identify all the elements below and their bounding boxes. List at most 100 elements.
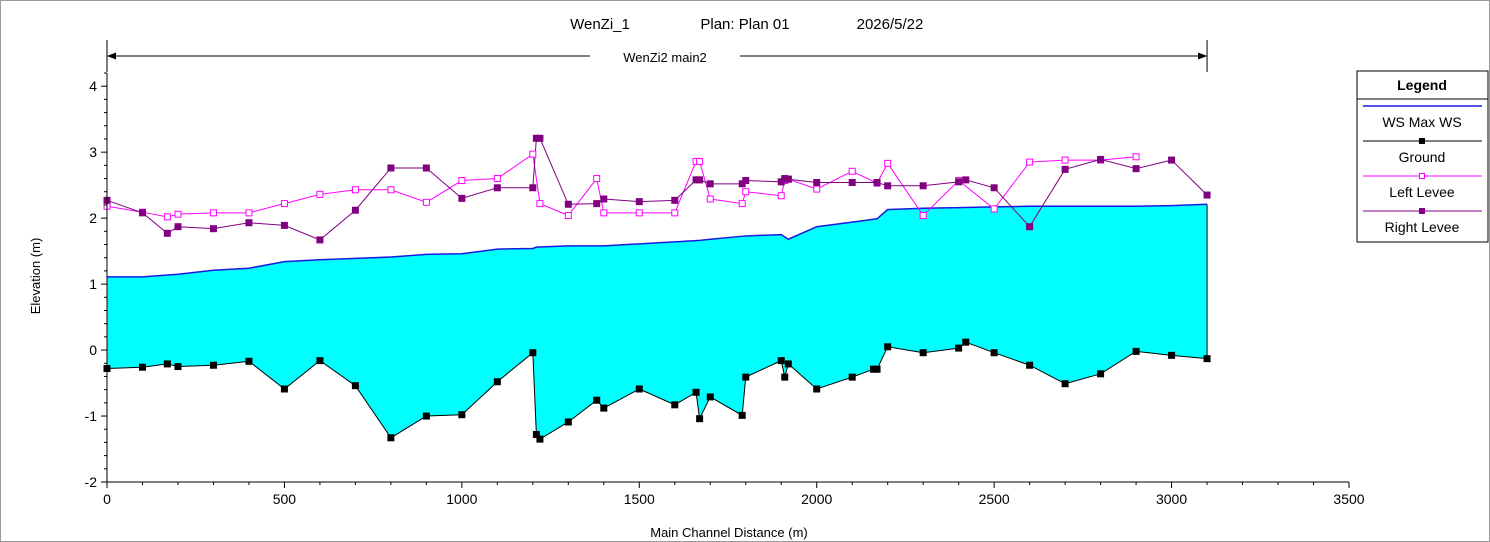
right-levee-point <box>990 184 998 192</box>
ground-point <box>738 411 746 419</box>
ground-point <box>955 344 963 352</box>
right-levee-point <box>245 219 253 227</box>
y-axis-label: Elevation (m) <box>28 238 43 315</box>
legend-entry-right-levee: Right Levee <box>1385 219 1460 235</box>
water-surface-fill <box>107 204 1208 440</box>
left-levee-point <box>635 209 643 217</box>
axes: -2 -1 0 1 2 3 4 0 500 1000 1500 2000 2500 3000 3500 <box>85 72 1365 507</box>
reach-label: WenZi2 main2 <box>623 50 707 65</box>
ws-max-line <box>107 203 1208 278</box>
right-levee-point <box>696 176 704 184</box>
ground-point <box>1097 370 1105 378</box>
chart-title: WenZi_1 Plan: Plan 01 2026/5/22 <box>570 16 923 33</box>
left-levee-point <box>564 211 572 219</box>
y-tick-label: 4 <box>89 78 97 94</box>
ground-point <box>209 361 217 369</box>
left-levee-point <box>245 209 253 217</box>
ground-point <box>813 385 821 393</box>
ground-point <box>848 373 856 381</box>
left-levee-point <box>529 150 537 158</box>
ground-point <box>635 385 643 393</box>
ground-point <box>493 378 501 386</box>
ground-point <box>163 360 171 368</box>
right-levee-point <box>1061 165 1069 173</box>
right-levee-point <box>781 175 789 183</box>
left-levee-point <box>536 200 544 208</box>
ground-point <box>536 435 544 443</box>
right-levee-point <box>919 182 927 190</box>
left-levee-point <box>919 211 927 219</box>
left-levee-point <box>990 205 998 213</box>
ground-point <box>962 338 970 346</box>
right-levee-point <box>1203 191 1211 199</box>
title-date: 2026/5/22 <box>857 16 924 33</box>
x-tick-label: 0 <box>103 491 111 507</box>
right-levee-point <box>1132 165 1140 173</box>
ground-point <box>706 393 714 401</box>
y-tick-label: 3 <box>89 144 97 160</box>
legend-ground-marker <box>1419 138 1425 144</box>
left-levee-point <box>1132 153 1140 161</box>
right-levee-point <box>280 221 288 229</box>
right-levee-point <box>422 164 430 172</box>
y-tick-label: 2 <box>89 210 97 226</box>
left-levee-point <box>493 175 501 183</box>
ground-point <box>245 357 253 365</box>
right-levee-point <box>955 178 963 186</box>
legend-entry-ws: WS Max WS <box>1382 114 1461 130</box>
y-tick-label: -1 <box>85 408 98 424</box>
ground-point <box>1203 355 1211 363</box>
x-tick-label: 3000 <box>1156 491 1187 507</box>
left-levee-point <box>884 159 892 167</box>
ground-point <box>174 363 182 371</box>
right-levee-point <box>600 195 608 203</box>
right-levee-point <box>962 176 970 184</box>
right-levee-point <box>163 229 171 237</box>
x-tick-label: 1500 <box>624 491 655 507</box>
x-axis-label: Main Channel Distance (m) <box>650 525 808 540</box>
ground-point <box>671 401 679 409</box>
left-levee-point <box>848 167 856 175</box>
ground-point <box>919 349 927 357</box>
left-levee-point <box>458 177 466 185</box>
left-levee-point <box>600 209 608 217</box>
left-levee-point <box>1026 158 1034 166</box>
x-tick-label: 2500 <box>979 491 1010 507</box>
ground-point <box>869 365 877 373</box>
right-levee-point <box>873 179 881 187</box>
ground-point <box>458 411 466 419</box>
right-levee-point <box>564 200 572 208</box>
x-tick-label: 3500 <box>1333 491 1364 507</box>
right-levee-point <box>351 206 359 214</box>
left-levee-point <box>706 195 714 203</box>
left-levee-point <box>738 200 746 208</box>
x-tick-label: 2000 <box>801 491 832 507</box>
right-levee-point <box>671 196 679 204</box>
left-levee-point <box>163 213 171 221</box>
ground-point <box>316 357 324 365</box>
y-tick-label: 0 <box>89 342 97 358</box>
right-levee-point <box>536 134 544 142</box>
legend-left-levee-marker <box>1419 173 1425 179</box>
ground-point <box>1026 361 1034 369</box>
right-levee-point <box>209 225 217 233</box>
ground-point <box>692 388 700 396</box>
left-levee-point <box>387 186 395 194</box>
left-levee-point <box>422 198 430 206</box>
y-tick-label: -2 <box>85 474 98 490</box>
y-tick-label: 1 <box>89 276 97 292</box>
reach-extent-indicator: WenZi2 main2 <box>106 40 1208 72</box>
reach-arrow-right <box>1198 52 1208 60</box>
right-levee-point <box>742 177 750 185</box>
ground-point <box>781 373 789 381</box>
ground-point <box>593 396 601 404</box>
right-levee-point <box>532 134 540 142</box>
legend-entry-left-levee: Left Levee <box>1389 184 1455 200</box>
left-levee-point <box>174 210 182 218</box>
left-levee-point <box>280 200 288 208</box>
ground-point <box>696 415 704 423</box>
ground-point <box>138 363 146 371</box>
left-levee-point <box>593 175 601 183</box>
left-levee-point <box>813 185 821 193</box>
x-tick-label: 500 <box>273 491 297 507</box>
